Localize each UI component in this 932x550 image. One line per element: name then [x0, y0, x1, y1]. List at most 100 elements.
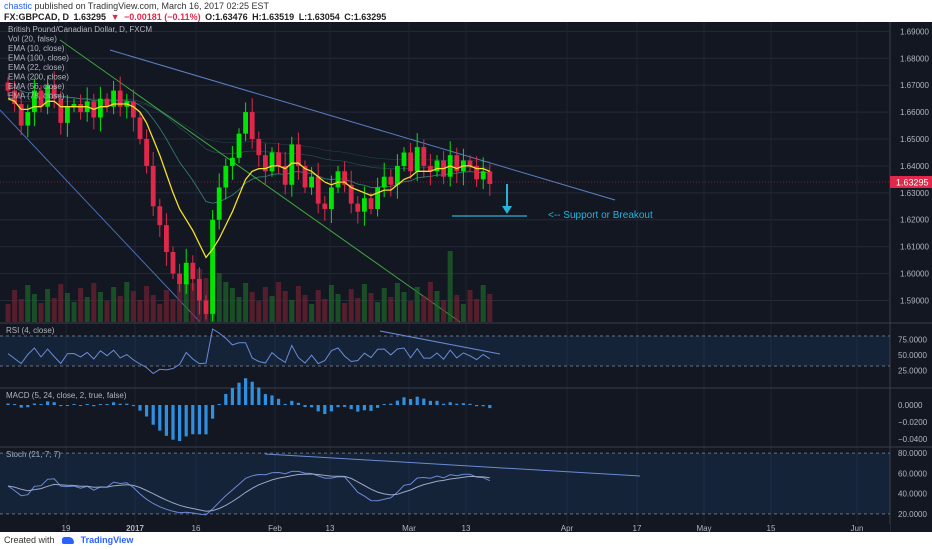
stoch-pane[interactable]: 80.0000 60.0000 40.0000 20.0000: [0, 449, 927, 519]
candle-body: [434, 160, 440, 172]
tradingview-logo-icon: [62, 537, 75, 545]
macd-bar: [164, 405, 168, 436]
macd-bar: [178, 405, 182, 441]
candles: [5, 71, 493, 322]
macd-bar: [46, 401, 50, 405]
macd-bar: [343, 405, 347, 407]
macd-bar: [72, 404, 76, 405]
volume-bar: [427, 282, 433, 322]
macd-bar: [224, 393, 228, 405]
time-tick-label: 16: [192, 524, 201, 532]
volume-bar: [289, 300, 295, 322]
volume-bar: [117, 296, 123, 322]
volume-bar: [45, 289, 51, 322]
stoch-k-polyline: [7, 470, 491, 516]
macd-bar: [131, 405, 135, 407]
macd-bar: [376, 405, 380, 408]
publish-info: published on TradingView.com, March 16, …: [34, 1, 270, 11]
volume-bar: [342, 303, 348, 322]
macd-bar: [237, 382, 241, 405]
volume-bar: [104, 301, 110, 322]
volume-bar: [328, 285, 334, 322]
macd-bar: [296, 402, 300, 405]
stoch-tick-label: 60.0000: [898, 469, 927, 478]
chart-area[interactable]: 1.63295 <-- Support or Breakout British …: [0, 22, 932, 532]
candle-body: [474, 165, 479, 180]
candle-body: [230, 157, 235, 166]
candle-body: [111, 90, 116, 107]
macd-bar: [197, 405, 201, 435]
candle-body: [157, 206, 163, 226]
macd-bar: [356, 405, 360, 412]
candle-body: [375, 187, 380, 209]
stoch-tick-label: 80.0000: [898, 449, 927, 458]
rsi-tick-label: 50.0000: [898, 351, 927, 360]
volume-bar: [124, 282, 130, 322]
macd-bar: [112, 402, 116, 405]
macd-bar: [145, 405, 149, 417]
volume-bar: [394, 283, 400, 322]
down-arrow-icon: [502, 184, 512, 214]
rsi-pane[interactable]: 75.0000 50.0000 25.0000: [0, 328, 927, 376]
grid: [0, 22, 890, 524]
volume-bar: [401, 292, 407, 322]
candle-body: [137, 117, 143, 140]
candle-body: [164, 225, 169, 253]
legend-entry: EMA (100, close): [8, 54, 69, 63]
candle-body: [183, 262, 189, 285]
trendline-left[interactable]: [0, 109, 201, 323]
candle-body: [104, 98, 110, 107]
macd-bar: [250, 381, 254, 405]
volume-bar: [236, 297, 242, 322]
author-link[interactable]: chastic: [4, 1, 33, 11]
candle-body: [38, 90, 44, 107]
price-tick-label: 1.68000: [900, 54, 929, 63]
macd-bar: [428, 400, 432, 405]
legend-entry: Vol (20, false): [8, 35, 57, 44]
macd-bar: [329, 405, 333, 412]
candle-body: [269, 152, 275, 172]
macd-pane[interactable]: 0.0000 −0.0200 −0.0400: [6, 378, 928, 444]
open-value: O:1.63476: [205, 12, 248, 22]
annotation-text: <-- Support or Breakout: [548, 210, 653, 221]
macd-bar: [65, 405, 69, 406]
legend-entry: EMA (78, close): [8, 92, 65, 101]
candle-body: [51, 85, 57, 99]
candle-body: [395, 165, 400, 185]
ema10-polyline: [7, 98, 491, 259]
low-value: L:1.63054: [298, 12, 340, 22]
volume-bar: [25, 285, 31, 322]
candle-body: [302, 165, 308, 188]
volume-bar: [302, 295, 308, 322]
volume-bar: [78, 288, 84, 322]
candle-body: [289, 144, 295, 185]
price-tick-label: 1.63000: [900, 189, 929, 198]
macd-bar: [39, 404, 43, 405]
macd-bar: [151, 405, 155, 425]
volume-bar: [421, 296, 427, 322]
trendline-green[interactable]: [59, 39, 461, 323]
candle-body: [348, 184, 354, 204]
trendlines[interactable]: [0, 39, 616, 323]
macd-bar: [32, 403, 36, 405]
volume-bar: [355, 298, 361, 322]
volume-bar: [150, 295, 156, 322]
macd-bar: [369, 405, 373, 411]
time-tick-label: 15: [767, 524, 776, 532]
time-tick-label: Apr: [561, 524, 574, 532]
macd-bar: [191, 405, 195, 435]
time-tick-label: May: [696, 524, 711, 532]
price-tick-label: 1.61000: [900, 243, 929, 252]
macd-bar: [204, 405, 208, 435]
time-tick-label: 13: [326, 524, 335, 532]
tradingview-brand[interactable]: TradingView: [80, 535, 134, 545]
volume-bar: [5, 304, 11, 322]
macd-bar: [263, 394, 267, 405]
candle-body: [78, 104, 83, 113]
candle-body: [487, 171, 493, 184]
trendline-resistance[interactable]: [109, 49, 616, 201]
macd-label: MACD (5, 24, close, 2, true, false): [6, 391, 127, 400]
macd-bar: [118, 403, 122, 405]
macd-bar: [158, 405, 162, 431]
macd-bar: [362, 405, 366, 411]
